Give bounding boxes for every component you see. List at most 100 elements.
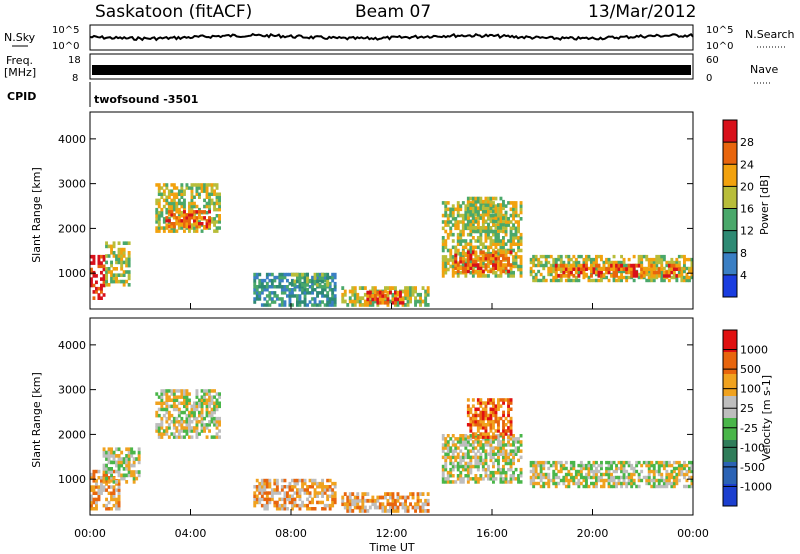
data-cell: [306, 503, 309, 508]
data-cell: [296, 300, 299, 304]
data-cell: [213, 410, 216, 415]
data-cell: [291, 288, 294, 292]
data-cell: [175, 420, 179, 424]
data-cell: [466, 253, 470, 258]
data-cell: [301, 291, 304, 295]
data-cell: [296, 297, 299, 301]
data-cell: [667, 481, 671, 486]
data-cell: [587, 257, 591, 262]
data-cell: [384, 505, 387, 510]
data-cell: [471, 196, 475, 201]
data-cell: [165, 398, 169, 402]
data-cell: [492, 239, 495, 243]
data-cell: [484, 232, 488, 237]
data-cell: [260, 485, 264, 489]
data-cell: [456, 207, 460, 212]
data-cell: [260, 303, 264, 307]
data-cell: [311, 500, 314, 505]
data-cell: [318, 485, 322, 489]
data-cell: [183, 222, 186, 226]
data-cell: [474, 226, 478, 230]
data-cell: [298, 288, 302, 292]
data-cell: [112, 488, 116, 492]
data-cell: [288, 291, 292, 295]
data-cell: [308, 291, 312, 295]
data-cell: [492, 461, 495, 466]
data-cell: [188, 229, 191, 233]
data-cell: [476, 239, 480, 243]
data-cell: [331, 497, 335, 502]
data-cell: [441, 255, 445, 259]
data-cell: [554, 481, 558, 486]
data-cell: [373, 286, 377, 290]
data-cell: [660, 460, 664, 465]
data-cell: [172, 222, 176, 226]
data-cell: [449, 226, 453, 231]
data-cell: [647, 260, 651, 265]
data-cell: [577, 478, 581, 483]
data-cell: [650, 478, 654, 483]
data-cell: [326, 282, 330, 287]
data-cell: [461, 250, 465, 254]
data-cell: [685, 272, 689, 277]
data-cell: [484, 219, 488, 224]
data-cell: [193, 201, 196, 206]
data-cell: [519, 258, 523, 262]
data-cell: [660, 484, 664, 489]
data-cell: [464, 213, 468, 218]
data-cell: [175, 426, 179, 430]
data-cell: [167, 398, 171, 402]
data-cell: [492, 204, 495, 208]
data-cell: [456, 248, 460, 253]
data-cell: [280, 497, 284, 502]
data-cell: [489, 236, 493, 240]
data-cell: [155, 201, 159, 206]
colorbar-swatch: [723, 230, 737, 253]
data-cell: [507, 480, 510, 484]
data-cell: [278, 272, 282, 277]
data-cell: [489, 203, 493, 207]
data-cell: [585, 267, 588, 271]
data-cell: [409, 289, 412, 294]
data-cell: [404, 495, 407, 500]
data-cell: [188, 392, 191, 396]
data-cell: [441, 449, 445, 453]
data-cell: [517, 437, 520, 441]
data-cell: [451, 232, 455, 237]
data-cell: [454, 226, 458, 231]
data-cell: [155, 220, 159, 224]
data-cell: [311, 275, 314, 280]
data-cell: [218, 423, 221, 427]
data-cell: [95, 469, 98, 474]
data-cell: [200, 389, 204, 393]
data-cell: [331, 494, 335, 498]
data-cell: [640, 463, 644, 468]
data-cell: [95, 503, 98, 508]
data-cell: [461, 220, 465, 224]
data-cell: [474, 413, 478, 418]
data-cell: [190, 410, 194, 415]
data-cell: [291, 488, 294, 492]
data-cell: [255, 285, 259, 289]
data-cell: [406, 509, 410, 513]
data-cell: [675, 460, 679, 465]
data-cell: [92, 283, 96, 288]
cpid-value: twofsound -3501: [94, 93, 198, 106]
data-cell: [419, 505, 422, 510]
data-cell: [471, 209, 475, 214]
data-cell: [487, 452, 490, 456]
data-cell: [105, 488, 108, 492]
data-cell: [487, 398, 490, 402]
data-cell: [489, 440, 493, 444]
data-cell: [494, 446, 498, 450]
data-cell: [627, 475, 631, 480]
data-cell: [509, 449, 513, 453]
data-cell: [205, 201, 209, 206]
data-cell: [343, 505, 347, 510]
data-cell: [288, 300, 292, 304]
data-cell: [544, 460, 548, 465]
data-cell: [444, 464, 448, 469]
data-cell: [667, 472, 671, 477]
data-cell: [564, 478, 568, 483]
